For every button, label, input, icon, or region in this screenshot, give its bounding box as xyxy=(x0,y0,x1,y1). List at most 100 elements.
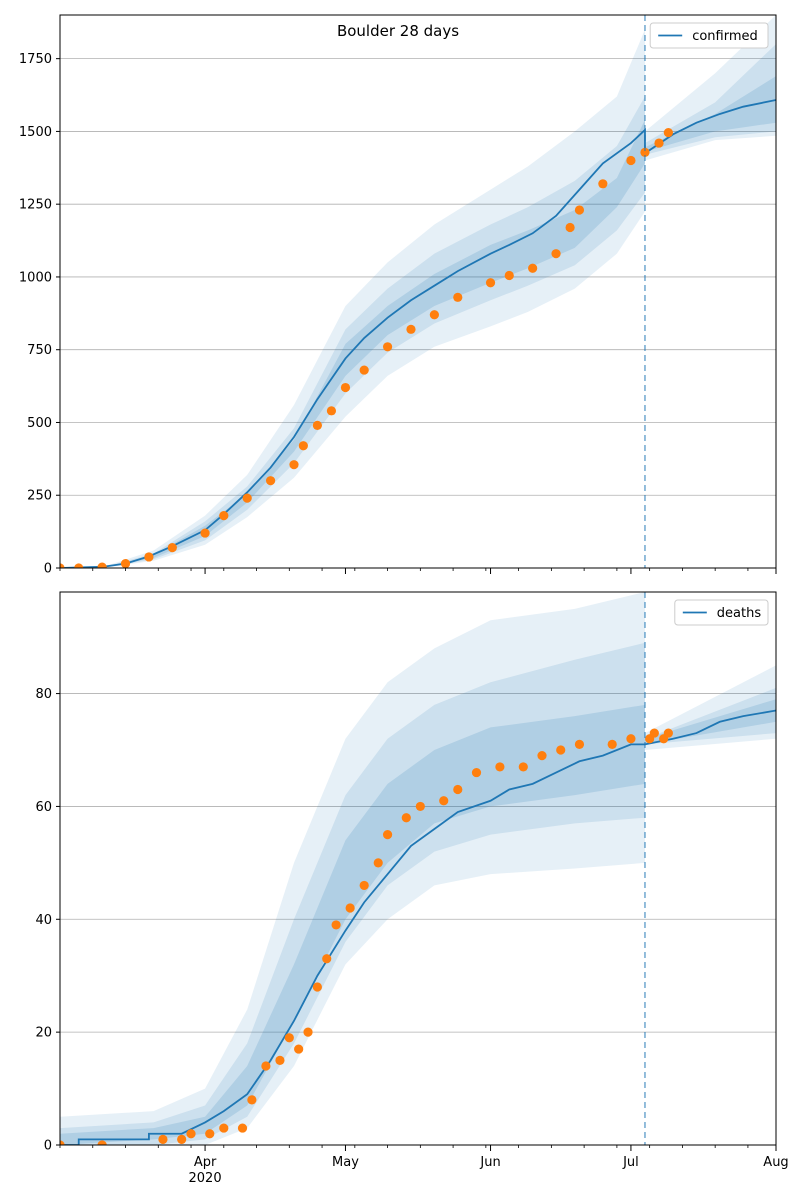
observed-point xyxy=(565,222,575,233)
observed-point xyxy=(294,1044,304,1054)
observed-point xyxy=(537,751,547,761)
observed-point xyxy=(261,1061,271,1071)
observed-point xyxy=(663,127,673,138)
y-tick-label: 0 xyxy=(44,562,52,577)
legend: deaths xyxy=(674,599,769,626)
y-tick-label: 250 xyxy=(27,489,52,504)
observed-point xyxy=(144,552,154,562)
observed-point xyxy=(331,920,341,930)
observed-point xyxy=(312,420,322,430)
observed-point xyxy=(177,1134,187,1144)
confirmed-panel: 0 250 500 750 1000 1250 1500 1750 confirmed xyxy=(19,14,777,577)
y-tick-label: 1000 xyxy=(19,270,52,285)
y-tick-label: 500 xyxy=(27,416,52,431)
observed-point xyxy=(607,739,617,749)
observed-point xyxy=(528,263,538,273)
axes-frame xyxy=(59,591,777,1146)
x-tick-label: Aug xyxy=(763,1155,788,1170)
figure-title: Boulder 28 days xyxy=(337,22,459,40)
observed-point xyxy=(186,1129,196,1139)
observed-point xyxy=(298,441,308,451)
observed-point xyxy=(504,270,514,281)
observed-point xyxy=(219,511,229,521)
observed-point xyxy=(663,728,673,738)
observed-point xyxy=(382,830,393,840)
observed-point xyxy=(265,476,276,486)
observed-point xyxy=(518,762,528,772)
observed-point xyxy=(289,460,299,470)
x-tick-label: May xyxy=(332,1155,359,1170)
observed-point xyxy=(495,762,505,772)
observed-point xyxy=(626,155,636,166)
y-tick-label: 20 xyxy=(35,1026,52,1041)
observed-point xyxy=(219,1123,229,1133)
observed-point xyxy=(439,796,449,806)
observed-point xyxy=(574,739,585,749)
observed-point xyxy=(485,278,496,288)
observed-point xyxy=(340,382,351,393)
observed-point xyxy=(640,147,650,157)
y-tick-label: 750 xyxy=(27,343,52,358)
observed-point xyxy=(598,179,608,189)
legend: confirmed xyxy=(649,22,769,49)
uncertainty-band-1 xyxy=(60,15,776,568)
observed-point xyxy=(649,728,659,738)
observed-point xyxy=(284,1033,294,1043)
observed-point xyxy=(60,563,65,568)
observed-point xyxy=(312,982,322,992)
y-tick-label: 60 xyxy=(35,800,52,815)
legend-box xyxy=(674,599,769,626)
observed-point xyxy=(200,528,210,538)
observed-point xyxy=(60,1140,65,1145)
x-tick-label: Jun xyxy=(479,1155,500,1170)
observed-point xyxy=(74,563,84,568)
plot-area xyxy=(60,15,776,568)
x-tick-label: Apr xyxy=(194,1155,217,1170)
observed-point xyxy=(345,903,355,913)
observed-point xyxy=(415,801,425,812)
plot-area xyxy=(60,592,776,1145)
uncertainty-band-2 xyxy=(60,642,776,1145)
uncertainty-band-1 xyxy=(60,592,776,1145)
observed-point xyxy=(275,1055,285,1065)
observed-point xyxy=(654,138,664,148)
observed-point xyxy=(303,1027,313,1037)
y-tick-label: 40 xyxy=(35,913,52,928)
observed-point xyxy=(406,324,416,334)
observed-point xyxy=(401,813,411,823)
observed-point xyxy=(626,734,636,744)
observed-point xyxy=(574,205,585,215)
observed-point xyxy=(242,493,252,503)
observed-point xyxy=(247,1095,257,1105)
y-tick-label: 0 xyxy=(44,1139,52,1154)
observed-point xyxy=(120,559,131,568)
observed-point xyxy=(382,342,393,352)
observed-point xyxy=(453,292,463,302)
observed-point xyxy=(373,858,383,868)
legend-label: confirmed xyxy=(692,29,758,44)
legend-label: deaths xyxy=(717,606,762,621)
observed-point xyxy=(359,880,369,891)
observed-point xyxy=(237,1123,248,1133)
observed-point xyxy=(158,1134,168,1144)
x-tick-label: Jul xyxy=(622,1155,639,1170)
y-tick-label: 1250 xyxy=(19,198,52,213)
legend-box xyxy=(649,22,769,49)
uncertainty-band-3 xyxy=(60,76,776,568)
y-tick-label: 1750 xyxy=(19,52,52,67)
observed-point xyxy=(326,406,337,416)
uncertainty-band-2 xyxy=(60,44,776,568)
axes-frame xyxy=(59,14,777,569)
observed-point xyxy=(556,745,566,755)
observed-point xyxy=(453,784,463,795)
observed-point xyxy=(359,365,369,375)
observed-point xyxy=(97,1140,107,1145)
uncertainty-band-3 xyxy=(60,699,776,1145)
observed-point xyxy=(471,767,482,778)
observed-point xyxy=(167,543,177,553)
observed-point xyxy=(551,249,561,259)
x-tick-year-label: 2020 xyxy=(189,1171,222,1186)
observed-point xyxy=(322,954,332,964)
